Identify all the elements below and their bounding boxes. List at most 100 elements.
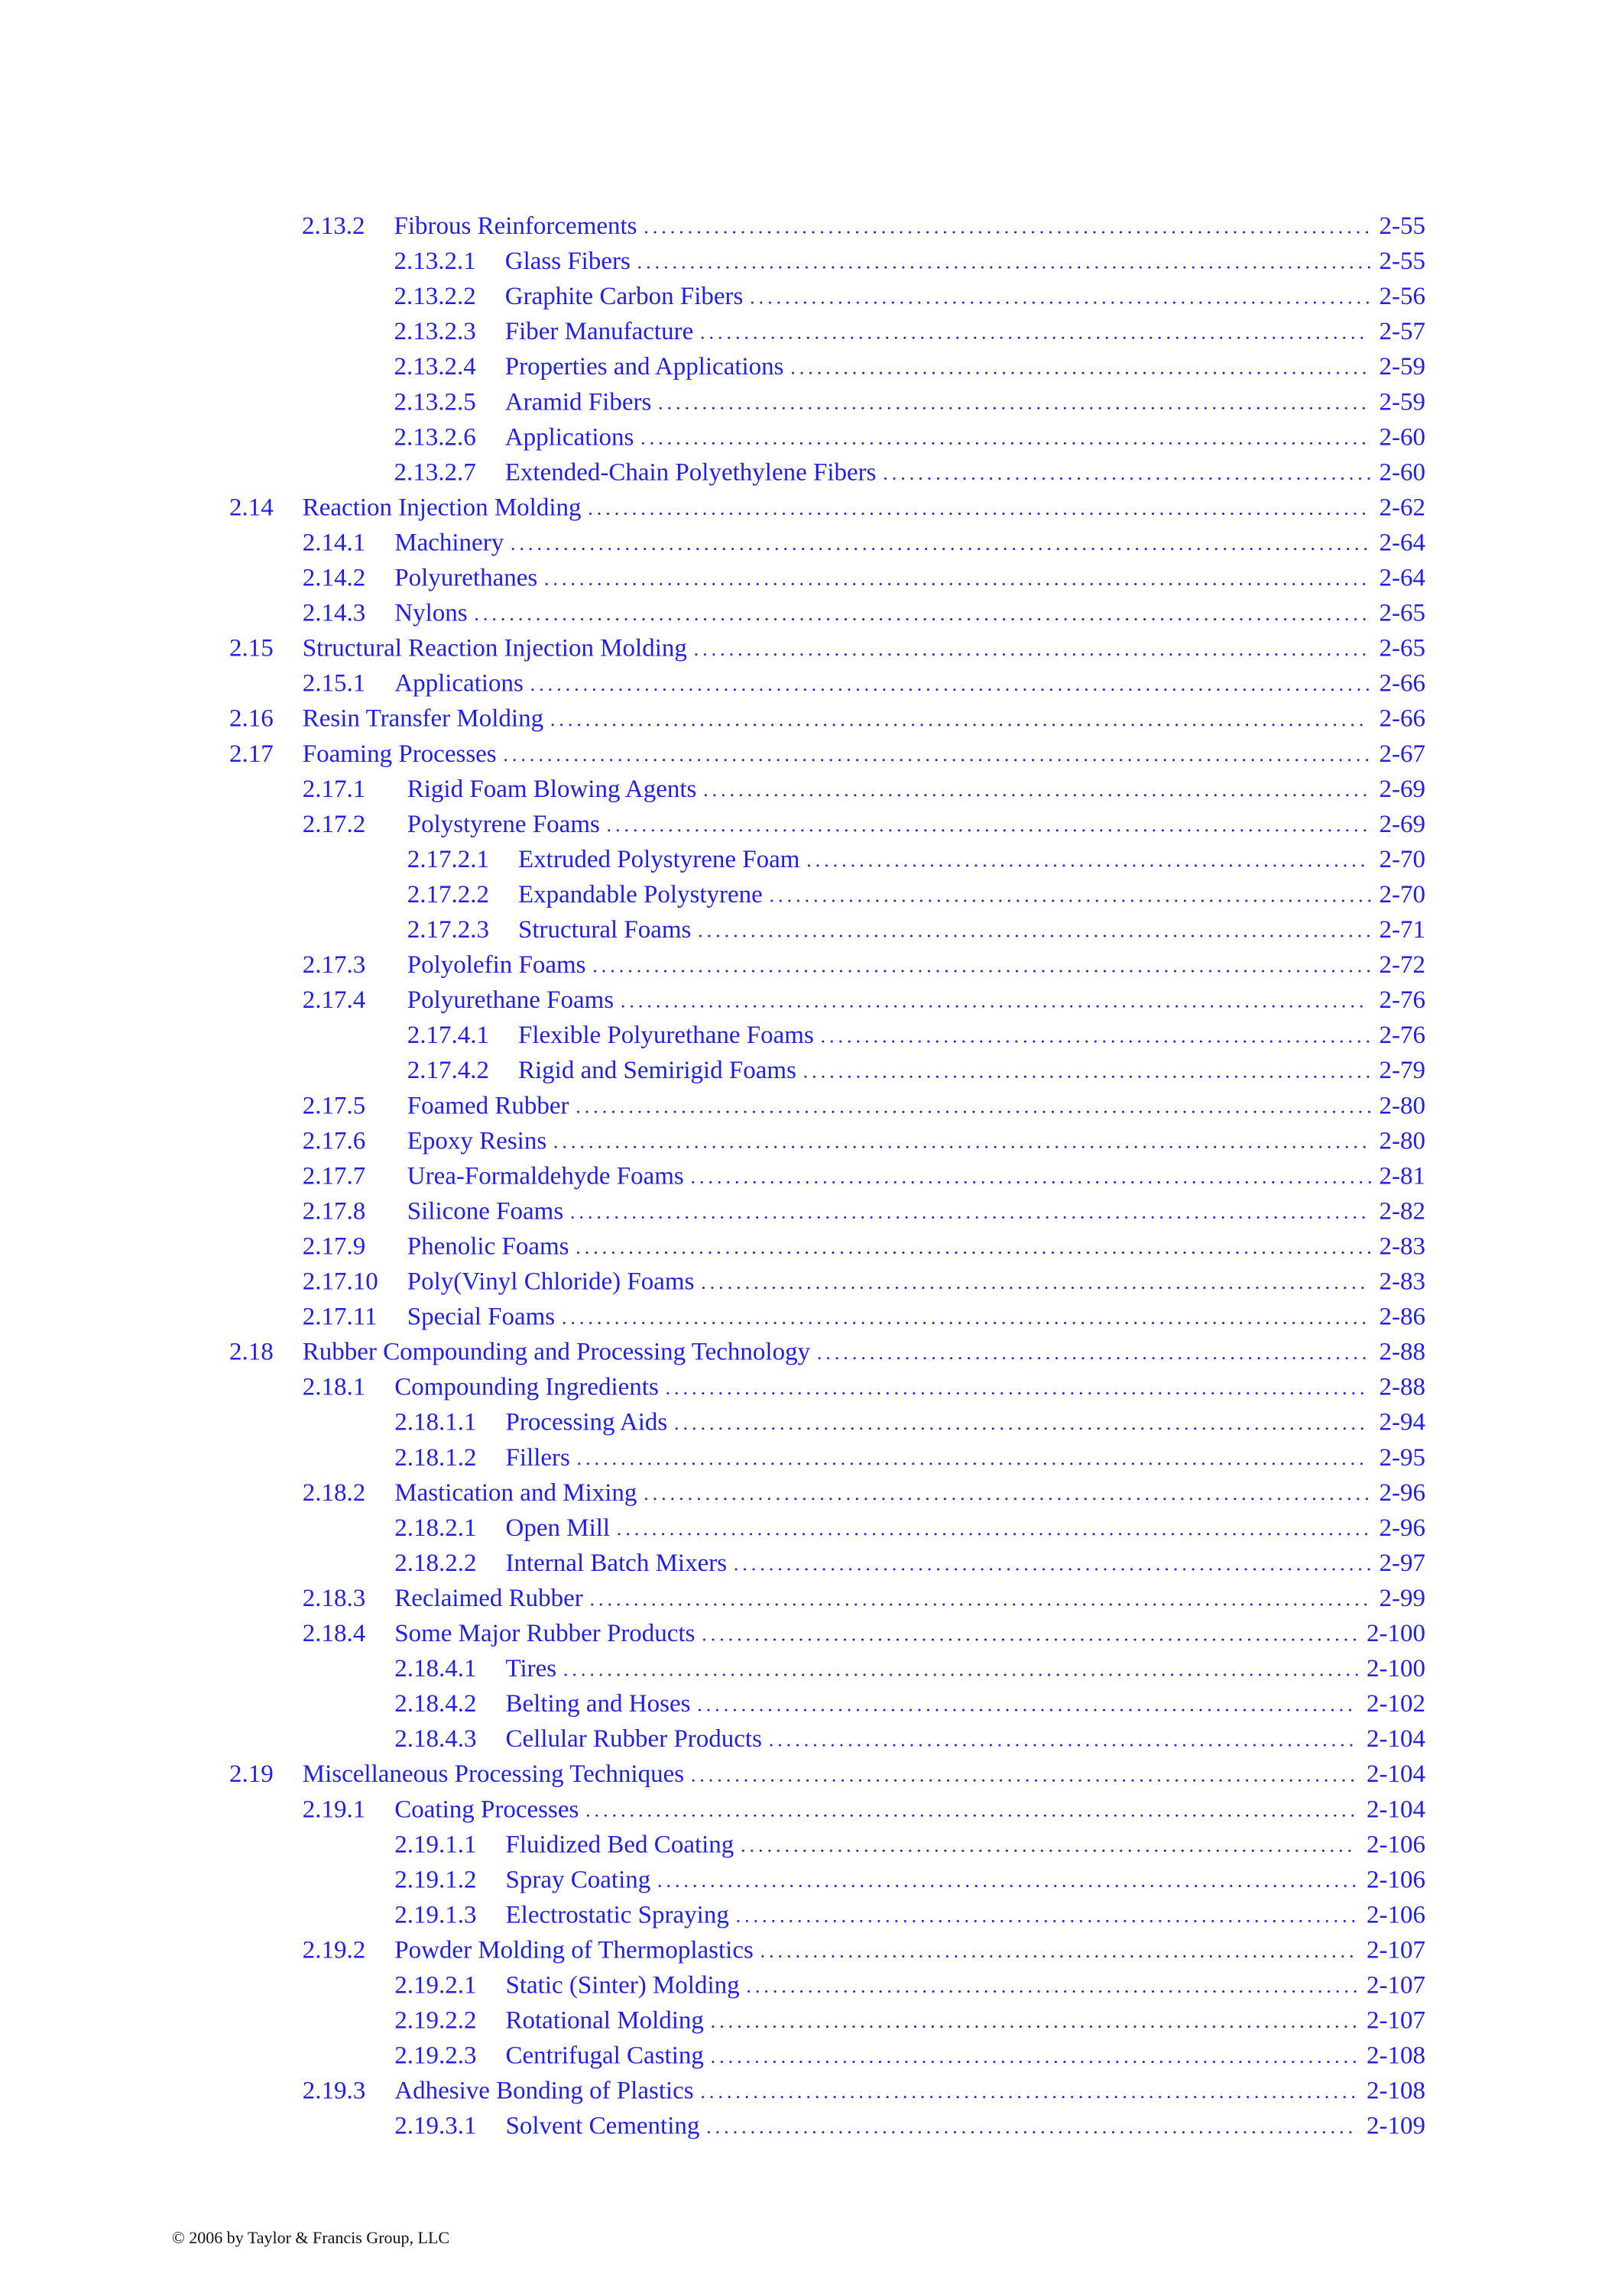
section-title: Fiber Manufacture — [505, 318, 694, 345]
section-title: Centrifugal Casting — [506, 2042, 704, 2070]
section-title: Polyurethanes — [394, 565, 537, 592]
section-number: 2.17.1 — [303, 776, 366, 803]
page-number: 2-66 — [1380, 705, 1426, 733]
section-title: Graphite Carbon Fibers — [505, 283, 744, 310]
section-title: Electrostatic Spraying — [506, 1901, 729, 1928]
section-title: Processing Aids — [506, 1409, 668, 1436]
page-number: 2-100 — [1367, 1655, 1425, 1682]
section-number: 2.19.2.3 — [394, 2042, 476, 2070]
page-number: 2-81 — [1380, 1162, 1426, 1190]
page-number: 2-60 — [1380, 458, 1426, 486]
section-number: 2.17.10 — [303, 1268, 378, 1296]
section-number: 2.17.2.2 — [407, 881, 489, 908]
section-title: Properties and Applications — [505, 353, 784, 381]
page-number: 2-55 — [1380, 212, 1426, 240]
page-number: 2-107 — [1367, 1972, 1425, 2000]
section-number: 2.18.1 — [303, 1374, 366, 1401]
section-title: Structural Foams — [518, 916, 691, 944]
section-number: 2.14 — [229, 494, 274, 521]
page-number: 2-94 — [1380, 1409, 1426, 1436]
section-number: 2.13.2.2 — [394, 283, 476, 310]
section-number: 2.19.1.3 — [394, 1901, 476, 1928]
section-number: 2.19.3 — [303, 2077, 366, 2105]
section-title: Machinery — [394, 529, 504, 556]
page-number: 2-62 — [1380, 494, 1426, 521]
page-number: 2-66 — [1380, 670, 1426, 698]
section-number: 2.19.2 — [303, 1936, 366, 1964]
page-number: 2-88 — [1380, 1374, 1426, 1401]
section-number: 2.19.1.1 — [394, 1831, 476, 1858]
section-number: 2.13.2.3 — [394, 318, 476, 345]
section-number: 2.18.4.1 — [394, 1655, 476, 1682]
page-number: 2-57 — [1380, 318, 1426, 345]
section-title: Internal Batch Mixers — [506, 1550, 728, 1577]
section-title: Powder Molding of Thermoplastics — [394, 1936, 754, 1964]
section-number: 2.17.2 — [303, 811, 366, 838]
page-number: 2-86 — [1380, 1303, 1426, 1331]
section-title: Foaming Processes — [303, 740, 497, 768]
section-number: 2.19.3.1 — [394, 2113, 476, 2140]
page-number: 2-69 — [1380, 776, 1426, 803]
section-number: 2.18.2.1 — [394, 1514, 476, 1542]
page-number: 2-55 — [1380, 248, 1426, 275]
page-number: 2-80 — [1380, 1127, 1426, 1154]
section-number: 2.19.1 — [303, 1796, 366, 1823]
page-number: 2-79 — [1380, 1057, 1426, 1084]
section-number: 2.13.2 — [302, 212, 365, 240]
section-number: 2.13.2.1 — [394, 248, 476, 275]
page-number: 2-108 — [1367, 2042, 1425, 2070]
page-number: 2-82 — [1380, 1197, 1426, 1225]
section-title: Solvent Cementing — [506, 2113, 700, 2140]
page-number: 2-70 — [1380, 846, 1426, 873]
section-title: Adhesive Bonding of Plastics — [394, 2077, 693, 2105]
page-number: 2-107 — [1367, 1936, 1425, 1964]
section-title: Phenolic Foams — [407, 1232, 569, 1260]
section-number: 2.17.3 — [303, 951, 366, 979]
section-title: Urea-Formaldehyde Foams — [407, 1162, 684, 1190]
section-title: Silicone Foams — [407, 1197, 563, 1225]
page-number: 2-106 — [1367, 1866, 1425, 1893]
section-number: 2.15 — [229, 635, 274, 662]
section-number: 2.18.1.1 — [394, 1409, 476, 1436]
section-title: Aramid Fibers — [505, 388, 652, 416]
section-number: 2.18.2.2 — [394, 1550, 476, 1577]
page-number: 2-59 — [1380, 353, 1426, 381]
section-title: Applications — [394, 670, 524, 698]
page-number: 2-83 — [1380, 1232, 1426, 1260]
section-number: 2.19.2.1 — [394, 1972, 476, 2000]
section-number: 2.18.3 — [303, 1585, 366, 1612]
section-title: Applications — [505, 423, 634, 451]
section-title: Miscellaneous Processing Techniques — [303, 1760, 684, 1788]
section-number: 2.18.4.2 — [394, 1690, 476, 1718]
page-number: 2-97 — [1380, 1550, 1426, 1577]
section-number: 2.17.7 — [303, 1162, 366, 1190]
section-number: 2.17.11 — [303, 1303, 378, 1331]
page-number: 2-65 — [1380, 635, 1426, 662]
section-number: 2.17.5 — [303, 1092, 366, 1119]
page-number: 2-67 — [1380, 740, 1426, 768]
page-number: 2-71 — [1380, 916, 1426, 944]
page-number: 2-108 — [1367, 2077, 1425, 2105]
section-number: 2.17.4.1 — [407, 1022, 489, 1049]
section-number: 2.17.4 — [303, 986, 366, 1014]
section-number: 2.16 — [229, 705, 274, 733]
page-number: 2-60 — [1380, 423, 1426, 451]
page-number: 2-70 — [1380, 881, 1426, 908]
page-number: 2-69 — [1380, 811, 1426, 838]
section-title: Static (Sinter) Molding — [506, 1972, 740, 2000]
section-number: 2.14.1 — [303, 529, 366, 556]
page-number: 2-106 — [1367, 1831, 1425, 1858]
page-number: 2-107 — [1367, 2007, 1425, 2035]
footer-copyright: © 2006 by Taylor & Francis Group, LLC — [172, 2228, 449, 2247]
section-title: Reclaimed Rubber — [394, 1585, 583, 1612]
section-title: Glass Fibers — [505, 248, 631, 275]
section-title: Epoxy Resins — [407, 1127, 546, 1154]
section-number: 2.18 — [229, 1339, 274, 1366]
page-number: 2-104 — [1367, 1796, 1425, 1823]
section-number: 2.14.3 — [303, 600, 366, 627]
section-title: Foamed Rubber — [407, 1092, 569, 1119]
section-title: Some Major Rubber Products — [394, 1620, 695, 1647]
section-number: 2.13.2.5 — [394, 388, 476, 416]
page-number: 2-56 — [1380, 283, 1426, 310]
